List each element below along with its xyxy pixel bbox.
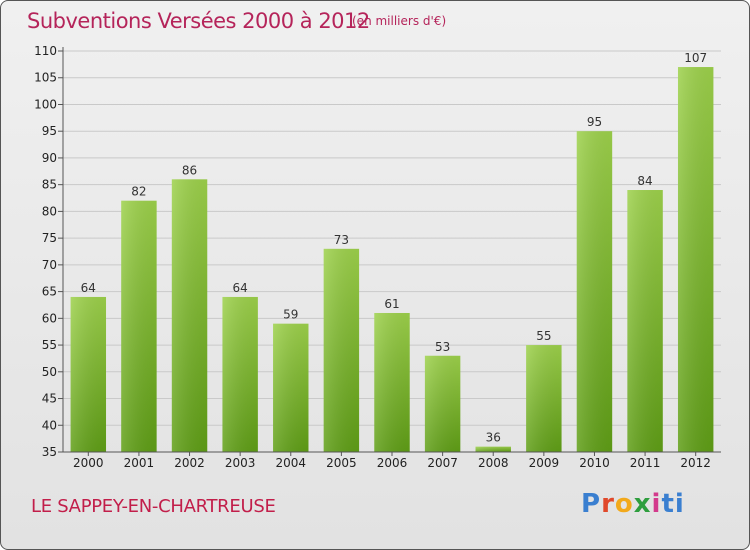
bar-shade (374, 312, 410, 452)
bar-shade (121, 200, 157, 452)
bar-shade (273, 323, 309, 452)
y-tick-label: 55 (42, 338, 57, 352)
value-label: 107 (684, 51, 707, 65)
bar-shade (323, 248, 360, 452)
x-tick-label: 2011 (630, 456, 661, 470)
axes: 35 40 45 50 55 60 65 70 75 80 85 90 95 100 105 110 2000 2… (34, 44, 721, 470)
x-tick-label: 2000 (73, 456, 104, 470)
value-label: 55 (536, 329, 551, 343)
bar-shade (627, 190, 663, 452)
bar-shade (70, 296, 107, 452)
y-tick-label: 65 (42, 285, 57, 299)
y-tick-label: 35 (42, 445, 57, 459)
y-tick-label: 45 (42, 392, 57, 406)
value-label: 61 (384, 297, 399, 311)
value-label: 95 (587, 115, 602, 129)
y-tick-label: 90 (42, 151, 57, 165)
y-tick-label: 50 (42, 365, 57, 379)
bar-shade (677, 67, 714, 452)
bar-shade (171, 179, 208, 452)
y-tick-label: 80 (42, 204, 57, 218)
bar-shade (424, 355, 461, 452)
y-tick-label: 110 (34, 44, 57, 58)
bars: 64 82 86 64 59 73 61 53 36 55 95 84 107 (70, 51, 714, 452)
value-label: 36 (486, 431, 501, 445)
y-tick-label: 75 (42, 231, 57, 245)
chart-title: Subventions Versées 2000 à 2012 (27, 9, 370, 33)
x-tick-label: 2007 (427, 456, 458, 470)
y-tick-label: 100 (34, 97, 57, 111)
x-tick-label: 2001 (124, 456, 155, 470)
y-tick-label: 60 (42, 311, 57, 325)
x-tick-label: 2002 (174, 456, 205, 470)
value-label: 64 (81, 281, 96, 295)
value-label: 64 (233, 281, 248, 295)
bar-shade (526, 345, 562, 452)
x-tick-label: 2012 (680, 456, 711, 470)
y-tick-label: 70 (42, 258, 57, 272)
bar-shade (222, 296, 258, 452)
value-label: 73 (334, 233, 349, 247)
x-tick-label: 2010 (579, 456, 610, 470)
x-tick-label: 2005 (326, 456, 357, 470)
x-tick-label: 2008 (478, 456, 509, 470)
x-tick-label: 2009 (529, 456, 560, 470)
bar-shade (576, 131, 613, 452)
x-tick-label: 2003 (225, 456, 256, 470)
value-label: 59 (283, 308, 298, 322)
value-label: 86 (182, 163, 197, 177)
y-tick-label: 40 (42, 418, 57, 432)
value-label: 84 (637, 174, 652, 188)
y-tick-label: 95 (42, 124, 57, 138)
value-label: 82 (131, 185, 146, 199)
value-label: 53 (435, 340, 450, 354)
x-tick-label: 2006 (377, 456, 408, 470)
x-tick-label: 2004 (275, 456, 306, 470)
y-tick-label: 85 (42, 178, 57, 192)
proxiti-logo: Proxiti (581, 489, 685, 519)
bar-shade (475, 446, 511, 452)
place-name: LE SAPPEY-EN-CHARTREUSE (31, 496, 276, 517)
chart-subtitle: (en milliers d'€) (352, 14, 447, 28)
y-tick-label: 105 (34, 71, 57, 85)
